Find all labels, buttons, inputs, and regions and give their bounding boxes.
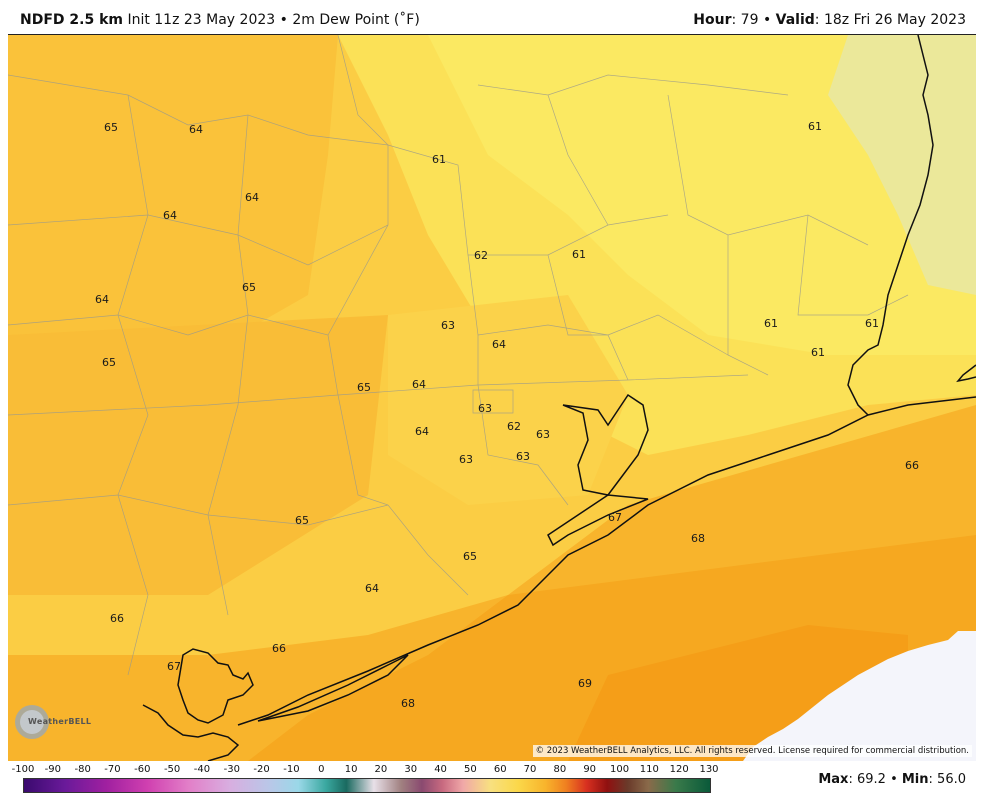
dewpoint-value: 64 xyxy=(245,191,259,204)
dewpoint-value: 68 xyxy=(691,532,705,545)
dewpoint-value: 67 xyxy=(167,660,181,673)
dewpoint-value: 61 xyxy=(811,346,825,359)
init-time: Init 11z 23 May 2023 xyxy=(127,12,276,28)
scale-tick-label: 110 xyxy=(639,764,659,775)
scale-tick-label: -80 xyxy=(74,764,91,775)
title-bullet: • xyxy=(279,12,288,28)
dewpoint-value: 65 xyxy=(295,514,309,527)
scale-tick-label: 50 xyxy=(464,764,477,775)
dewpoint-value: 63 xyxy=(478,402,492,415)
dewpoint-value: 65 xyxy=(357,381,371,394)
valid-time-info: Hour: 79 • Valid: 18z Fri 26 May 2023 xyxy=(693,12,966,28)
scale-tick-label: -90 xyxy=(44,764,61,775)
dewpoint-value: 64 xyxy=(415,425,429,438)
dewpoint-value: 66 xyxy=(905,459,919,472)
dewpoint-map[interactable]: 65 64 61 61 64 64 62 61 64 65 63 61 61 6… xyxy=(8,34,976,761)
dewpoint-value: 62 xyxy=(507,420,521,433)
dewpoint-value: 61 xyxy=(432,153,446,166)
shade-63-houston xyxy=(388,295,628,505)
dewpoint-value: 61 xyxy=(572,248,586,261)
scale-tick-label: 0 xyxy=(318,764,325,775)
dewpoint-value: 65 xyxy=(242,281,256,294)
scale-tick-label: 40 xyxy=(434,764,447,775)
scale-tick-label: 70 xyxy=(523,764,537,775)
scale-ticks: -100 -90 -80 -70 -60 -50 -40 -30 -20 -10 0 10 20 30 40… xyxy=(10,764,719,778)
hour-label: Hour xyxy=(693,12,732,28)
valid-label: Valid xyxy=(775,12,815,28)
scale-tick-label: -30 xyxy=(223,764,240,775)
dewpoint-value: 64 xyxy=(95,293,109,306)
scale-tick-label: -70 xyxy=(104,764,121,775)
dewpoint-value: 64 xyxy=(492,338,506,351)
scale-tick-label: 130 xyxy=(699,764,719,775)
min-value: : 56.0 xyxy=(928,772,966,787)
min-label: Min xyxy=(901,772,929,787)
dewpoint-value: 65 xyxy=(102,356,116,369)
dewpoint-value: 64 xyxy=(412,378,426,391)
dewpoint-value: 61 xyxy=(865,317,879,330)
dewpoint-value: 66 xyxy=(272,642,286,655)
shade-65-southwest xyxy=(8,315,388,595)
model-name: NDFD 2.5 km xyxy=(20,12,123,28)
dewpoint-value: 61 xyxy=(764,317,778,330)
county-boundaries xyxy=(8,35,909,676)
scale-tick-label: 60 xyxy=(493,764,507,775)
dewpoint-value: 63 xyxy=(459,453,473,466)
shade-56-far-northeast xyxy=(828,35,976,295)
coastline xyxy=(142,35,976,761)
dewpoint-value: 64 xyxy=(163,209,177,222)
logo-text: WeatherBELL xyxy=(28,717,92,726)
dewpoint-value: 63 xyxy=(516,450,530,463)
shade-60-northeast xyxy=(428,35,976,355)
dewpoint-value: 64 xyxy=(365,582,379,595)
scale-tick-label: -100 xyxy=(11,764,35,775)
dewpoint-value: 69 xyxy=(578,677,592,690)
dewpoint-value: 62 xyxy=(474,249,488,262)
max-value: : 69.2 xyxy=(848,772,886,787)
map-canvas: 65 64 61 61 64 64 62 61 64 65 63 61 61 6… xyxy=(8,35,976,761)
scale-tick-label: -60 xyxy=(134,764,151,775)
color-scale-bar xyxy=(23,778,711,793)
color-scale: -100 -90 -80 -70 -60 -50 -40 -30 -20 -10 0 10 20 30 40… xyxy=(10,764,719,804)
scale-tick-label: -20 xyxy=(253,764,270,775)
dewpoint-value: 66 xyxy=(110,612,124,625)
dewpoint-value: 65 xyxy=(463,550,477,563)
no-data-region xyxy=(743,631,976,761)
dewpoint-value: 64 xyxy=(189,123,203,136)
scale-tick-label: 120 xyxy=(669,764,689,775)
scale-tick-label: 80 xyxy=(553,764,567,775)
hour-value: : 79 xyxy=(731,12,759,28)
scale-tick-label: 20 xyxy=(374,764,388,775)
dewpoint-value: 65 xyxy=(104,121,118,134)
dewpoint-value: 68 xyxy=(401,697,415,710)
scale-tick-label: -10 xyxy=(283,764,300,775)
shade-64-west xyxy=(8,35,338,335)
scale-tick-label: 30 xyxy=(404,764,418,775)
max-label: Max xyxy=(818,772,849,787)
valid-bullet: • xyxy=(762,12,772,28)
scale-tick-label: 90 xyxy=(583,764,597,775)
dewpoint-labels: 65 64 61 61 64 64 62 61 64 65 63 61 61 6… xyxy=(95,120,919,710)
stats-bullet: • xyxy=(890,772,898,787)
dewpoint-value: 63 xyxy=(441,319,455,332)
product-name: 2m Dew Point (˚F) xyxy=(292,12,420,28)
valid-value: : 18z Fri 26 May 2023 xyxy=(814,12,966,28)
map-header: NDFD 2.5 km Init 11z 23 May 2023 • 2m De… xyxy=(0,0,984,34)
scale-tick-label: 100 xyxy=(609,764,630,775)
dewpoint-value: 63 xyxy=(536,428,550,441)
weatherbell-logo xyxy=(15,705,49,739)
scale-tick-label: 10 xyxy=(344,764,358,775)
copyright-notice: © 2023 WeatherBELL Analytics, LLC. All r… xyxy=(532,745,972,757)
scale-tick-label: -40 xyxy=(193,764,211,775)
dewpoint-value: 61 xyxy=(808,120,822,133)
map-title: NDFD 2.5 km Init 11z 23 May 2023 • 2m De… xyxy=(20,12,420,28)
dewpoint-value: 67 xyxy=(608,511,622,524)
max-min-stats: Max: 69.2 • Min: 56.0 xyxy=(818,772,966,787)
scale-tick-label: -50 xyxy=(163,764,181,775)
